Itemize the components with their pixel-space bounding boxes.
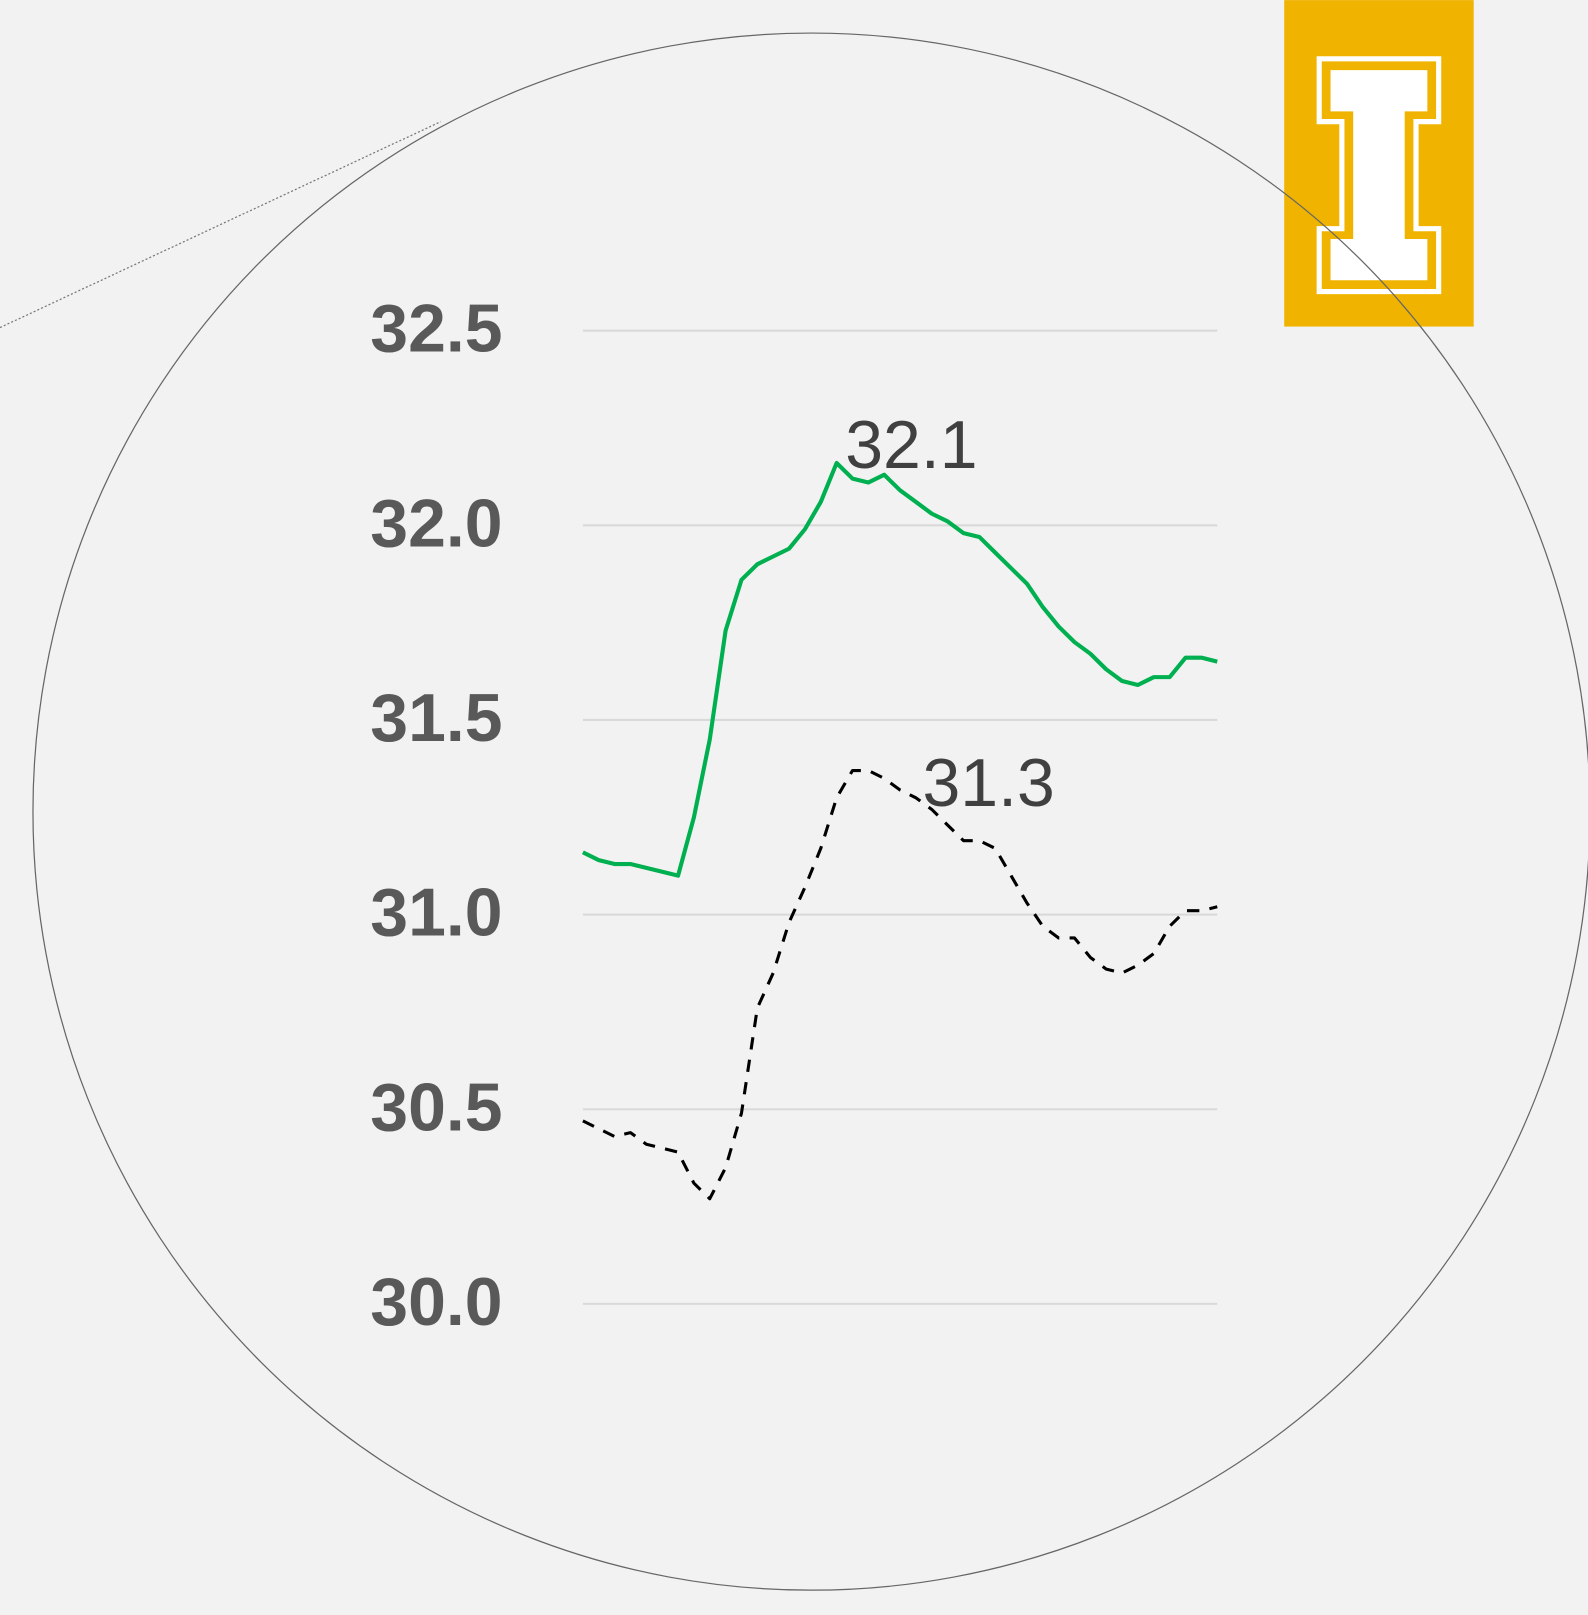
plot-area: 30.0 30.5 31.0 31.5 32.0 32.5 32.1 31.3 <box>370 291 1218 1340</box>
annotation: 31.3 <box>923 745 1055 821</box>
decor-line <box>0 121 442 329</box>
logo-letter <box>1330 70 1428 281</box>
decor-circle <box>32 32 1588 1591</box>
series-line <box>581 460 1218 878</box>
y-tick-label: 32.0 <box>370 485 502 561</box>
y-tick-label: 31.5 <box>370 680 502 756</box>
y-tick-label: 32.5 <box>370 291 502 367</box>
series-line <box>582 768 1218 1201</box>
logo-outline <box>1316 56 1442 295</box>
y-tick-label: 30.5 <box>370 1069 502 1145</box>
annotation: 32.1 <box>845 407 977 483</box>
y-tick-label: 31.0 <box>370 875 502 951</box>
y-tick-label: 30.0 <box>370 1264 502 1340</box>
